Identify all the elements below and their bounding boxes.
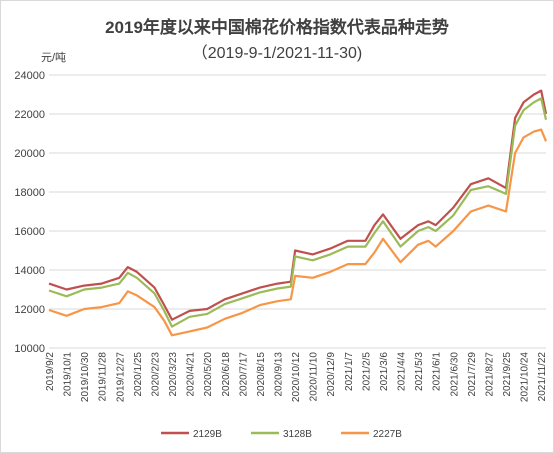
x-tick-label: 2021/2/5 bbox=[361, 352, 372, 391]
x-tick-label: 2020/1/25 bbox=[133, 352, 144, 397]
y-tick-label: 22000 bbox=[14, 109, 45, 121]
x-tick-label: 2020/4/21 bbox=[186, 352, 197, 397]
x-tick-label: 2021/8/27 bbox=[484, 352, 495, 397]
y-tick-label: 24000 bbox=[14, 70, 45, 82]
x-tick-label: 2021/11/22 bbox=[537, 352, 548, 402]
x-tick-label: 2020/11/10 bbox=[309, 352, 320, 402]
x-tick-label: 2021/9/25 bbox=[502, 352, 513, 397]
y-tick-label: 18000 bbox=[14, 187, 45, 199]
y-tick-label: 12000 bbox=[14, 304, 45, 316]
x-tick-label: 2020/9/13 bbox=[273, 352, 284, 397]
x-tick-label: 2021/6/30 bbox=[449, 352, 460, 397]
x-tick-label: 2021/5/3 bbox=[414, 352, 425, 391]
x-tick-label: 2020/12/9 bbox=[326, 352, 337, 397]
chart-subtitle: （2019-9-1/2021-11-30) bbox=[191, 45, 363, 62]
y-tick-label: 16000 bbox=[14, 226, 45, 238]
x-tick-label: 2019/12/27 bbox=[115, 352, 126, 402]
x-tick-label: 2019/10/1 bbox=[63, 352, 74, 397]
y-tick-label: 20000 bbox=[14, 148, 45, 160]
series-line-2227B bbox=[48, 128, 548, 337]
x-tick-label: 2020/8/15 bbox=[256, 352, 267, 397]
x-tick-label: 2021/10/24 bbox=[520, 352, 531, 402]
x-tick-label: 2019/10/30 bbox=[80, 352, 91, 402]
chart-title: 2019年度以来中国棉花价格指数代表品种走势 bbox=[105, 18, 449, 37]
legend-label-2129B: 2129B bbox=[193, 429, 222, 440]
y-tick-label: 10000 bbox=[14, 343, 45, 355]
series-line-2129B bbox=[48, 89, 548, 321]
y-axis-unit: 元/吨 bbox=[41, 52, 67, 64]
x-tick-label: 2020/7/17 bbox=[238, 352, 249, 397]
x-tick-label: 2020/3/23 bbox=[168, 352, 179, 397]
x-tick-label: 2021/4/4 bbox=[397, 352, 408, 391]
x-tick-label: 2019/11/28 bbox=[98, 352, 109, 402]
x-tick-label: 2021/1/7 bbox=[344, 352, 355, 391]
x-tick-label: 2020/6/18 bbox=[221, 352, 232, 397]
x-tick-label: 2021/3/6 bbox=[379, 352, 390, 391]
legend-label-2227B: 2227B bbox=[373, 429, 402, 440]
x-tick-label: 2019/9/2 bbox=[45, 352, 56, 391]
x-tick-label: 2020/10/12 bbox=[291, 352, 302, 402]
y-tick-label: 14000 bbox=[14, 265, 45, 277]
series-line-3128B bbox=[48, 97, 548, 328]
legend-label-3128B: 3128B bbox=[283, 429, 312, 440]
x-tick-label: 2021/6/1 bbox=[432, 352, 443, 391]
x-tick-label: 2020/2/23 bbox=[150, 352, 161, 397]
x-tick-label: 2020/5/20 bbox=[203, 352, 214, 397]
x-tick-label: 2021/7/29 bbox=[467, 352, 478, 397]
